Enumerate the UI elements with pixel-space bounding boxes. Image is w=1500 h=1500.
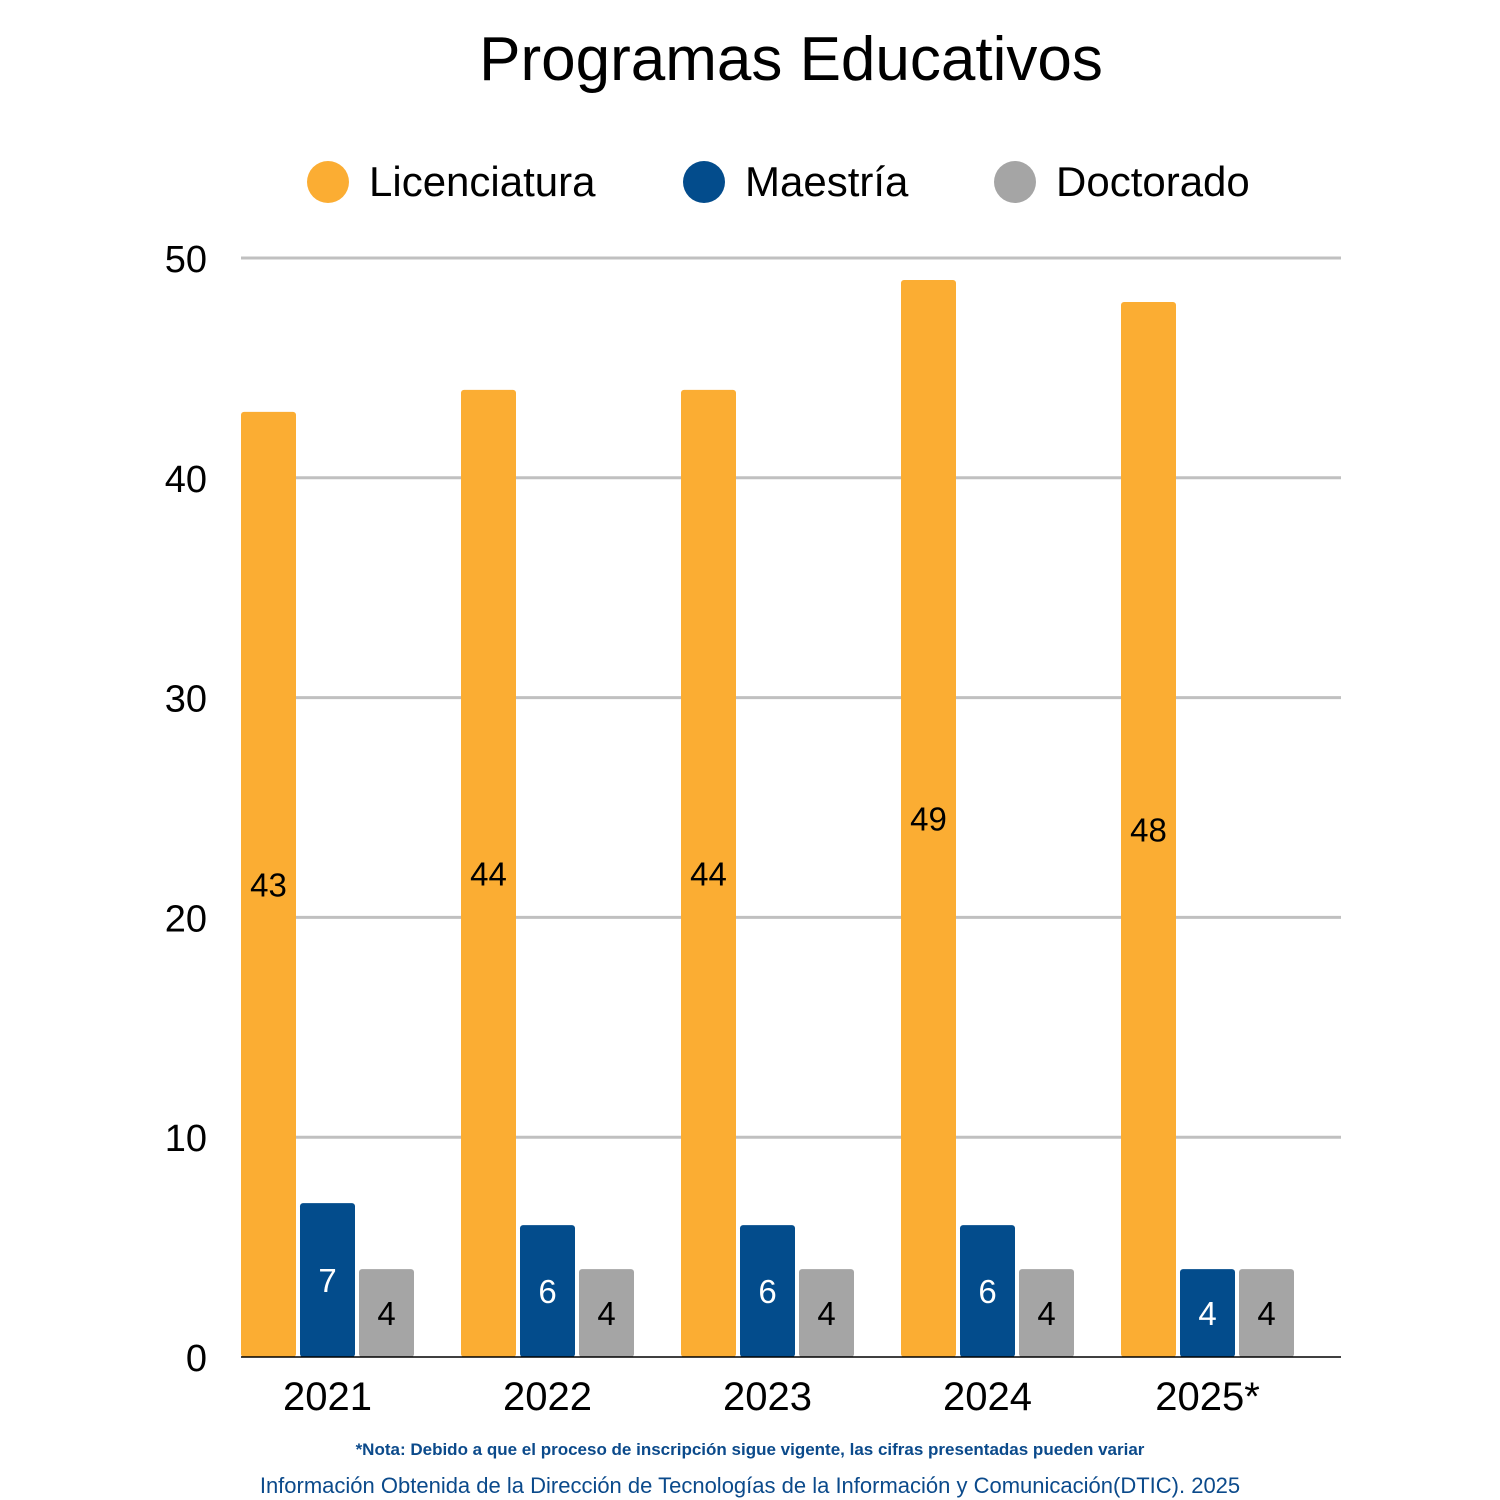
legend-label-doctorado: Doctorado (1056, 158, 1250, 205)
bar (1180, 1269, 1235, 1357)
y-tick-label: 20 (165, 898, 207, 940)
legend-swatch-maestria (683, 161, 725, 203)
chart-title: Programas Educativos (479, 25, 1103, 94)
bar (799, 1269, 854, 1357)
x-tick-label: 2023 (723, 1375, 812, 1419)
data-label: 4 (1037, 1295, 1055, 1332)
data-label: 6 (978, 1273, 996, 1310)
y-tick-label: 0 (186, 1338, 207, 1380)
legend-item-licenciatura: Licenciatura (307, 152, 595, 212)
data-label: 6 (538, 1273, 556, 1310)
bar (300, 1203, 355, 1357)
legend-swatch-doctorado (994, 161, 1036, 203)
data-label: 4 (817, 1295, 835, 1332)
bar (681, 389, 736, 1357)
data-label: 4 (1257, 1295, 1275, 1332)
data-label: 7 (318, 1262, 336, 1299)
legend-item-maestria: Maestría (683, 152, 908, 212)
bar (960, 1225, 1015, 1357)
bar (740, 1225, 795, 1357)
x-tick-label: 2021 (283, 1375, 372, 1419)
bar (359, 1269, 414, 1357)
bar (461, 389, 516, 1357)
bar (241, 411, 296, 1357)
data-label: 4 (377, 1295, 395, 1332)
data-label: 6 (758, 1273, 776, 1310)
legend-label-licenciatura: Licenciatura (369, 158, 596, 205)
data-label: 44 (690, 855, 727, 892)
x-tick-label: 2022 (503, 1375, 592, 1419)
source-note: Información Obtenida de la Dirección de … (259, 1473, 1241, 1498)
y-tick-label: 10 (165, 1118, 207, 1160)
bar (1121, 301, 1176, 1358)
bar (520, 1225, 575, 1357)
footnote: *Nota: Debido a que el proceso de inscri… (355, 1440, 1145, 1459)
chart-legend: Licenciatura Maestría Doctorado (0, 152, 1500, 212)
x-tick-label: 2024 (943, 1375, 1032, 1419)
data-label: 4 (597, 1295, 615, 1332)
bar-chart: 0102030405043742021446420224464202349642… (165, 239, 1341, 1419)
data-label: 49 (910, 800, 947, 837)
legend-label-maestria: Maestría (745, 158, 909, 205)
data-label: 48 (1130, 811, 1167, 848)
y-tick-label: 40 (165, 459, 207, 501)
bar (1019, 1269, 1074, 1357)
bar (901, 279, 956, 1358)
legend-swatch-licenciatura (307, 161, 349, 203)
legend-item-doctorado: Doctorado (994, 152, 1250, 212)
bar (579, 1269, 634, 1357)
data-label: 44 (470, 855, 507, 892)
data-label: 43 (250, 866, 287, 903)
x-tick-label: 2025* (1155, 1375, 1260, 1419)
y-tick-label: 50 (165, 239, 207, 281)
y-tick-label: 30 (165, 679, 207, 721)
bar (1239, 1269, 1294, 1357)
data-label: 4 (1198, 1295, 1216, 1332)
